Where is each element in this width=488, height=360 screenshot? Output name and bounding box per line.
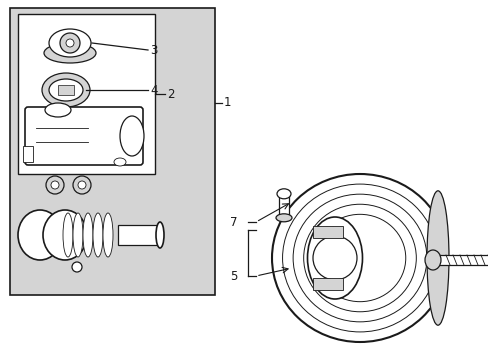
Ellipse shape bbox=[63, 213, 73, 257]
Bar bbox=[118, 225, 160, 245]
Ellipse shape bbox=[276, 189, 290, 199]
Circle shape bbox=[66, 39, 74, 47]
Ellipse shape bbox=[42, 73, 90, 107]
Ellipse shape bbox=[83, 213, 93, 257]
Ellipse shape bbox=[44, 43, 96, 63]
Ellipse shape bbox=[424, 250, 440, 270]
Text: 3: 3 bbox=[150, 44, 157, 57]
Ellipse shape bbox=[45, 103, 71, 117]
Circle shape bbox=[46, 176, 64, 194]
Ellipse shape bbox=[43, 210, 87, 260]
Bar bbox=[10, 8, 215, 295]
Bar bbox=[312, 278, 342, 290]
Ellipse shape bbox=[426, 191, 448, 325]
Circle shape bbox=[312, 236, 356, 280]
Text: 1: 1 bbox=[224, 96, 231, 109]
Ellipse shape bbox=[156, 222, 163, 248]
Ellipse shape bbox=[49, 29, 91, 57]
Ellipse shape bbox=[49, 79, 83, 101]
Bar bbox=[23, 146, 33, 162]
Circle shape bbox=[60, 33, 80, 53]
Text: 7: 7 bbox=[229, 216, 237, 229]
Ellipse shape bbox=[271, 174, 447, 342]
Bar bbox=[312, 226, 342, 238]
Ellipse shape bbox=[114, 158, 126, 166]
Circle shape bbox=[78, 181, 86, 189]
Ellipse shape bbox=[18, 210, 62, 260]
Ellipse shape bbox=[275, 214, 291, 222]
Text: 5: 5 bbox=[229, 270, 237, 283]
Bar bbox=[58, 85, 74, 95]
Bar bbox=[437, 255, 488, 265]
Ellipse shape bbox=[73, 213, 83, 257]
Ellipse shape bbox=[103, 213, 113, 257]
Text: 4: 4 bbox=[150, 84, 157, 96]
Text: 2: 2 bbox=[167, 87, 174, 100]
Bar bbox=[18, 14, 155, 174]
Circle shape bbox=[51, 181, 59, 189]
Ellipse shape bbox=[93, 213, 103, 257]
Ellipse shape bbox=[120, 116, 143, 156]
Ellipse shape bbox=[307, 217, 362, 299]
Ellipse shape bbox=[72, 262, 82, 272]
FancyBboxPatch shape bbox=[25, 107, 142, 165]
Circle shape bbox=[73, 176, 91, 194]
Bar bbox=[279, 194, 288, 216]
